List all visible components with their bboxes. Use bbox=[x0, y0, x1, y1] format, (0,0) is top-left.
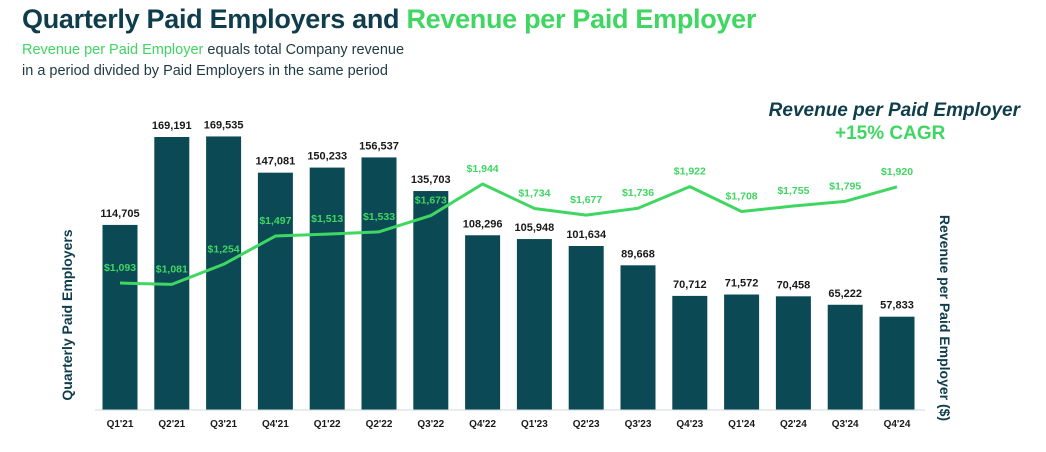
bar-value-label: 101,634 bbox=[566, 229, 607, 241]
y-axis-left-title: Quarterly Paid Employers bbox=[59, 229, 75, 400]
line-value-label: $1,795 bbox=[829, 180, 861, 192]
bar bbox=[413, 191, 449, 410]
bar-value-label: 71,572 bbox=[725, 278, 759, 290]
bar-value-label: 70,712 bbox=[673, 279, 707, 291]
bar-value-label: 169,535 bbox=[204, 119, 244, 131]
bar-value-label: 65,222 bbox=[828, 288, 862, 300]
bar bbox=[257, 172, 293, 410]
bar-value-label: 169,191 bbox=[152, 120, 192, 132]
subtitle-line-1: Revenue per Paid Employer equals total C… bbox=[22, 42, 404, 58]
bar bbox=[620, 265, 656, 410]
bar bbox=[206, 136, 242, 410]
line-value-label: $1,533 bbox=[363, 211, 395, 223]
x-tick-label: Q1'24 bbox=[728, 419, 755, 430]
x-tick-label: Q2'24 bbox=[780, 419, 807, 430]
x-tick-label: Q3'24 bbox=[832, 419, 859, 430]
revenue-line bbox=[119, 182, 898, 286]
line-value-label: $1,708 bbox=[726, 190, 758, 202]
bar bbox=[879, 316, 915, 410]
bar bbox=[465, 235, 501, 410]
line-value-label: $1,755 bbox=[777, 185, 809, 197]
subtitle-highlight: Revenue per Paid Employer bbox=[22, 42, 204, 58]
bar bbox=[827, 304, 863, 410]
cagr-annotation: +15% CAGR bbox=[835, 123, 946, 144]
line-value-label: $1,736 bbox=[622, 187, 654, 199]
x-tick-label: Q2'23 bbox=[573, 419, 600, 430]
bar-value-label: 150,233 bbox=[307, 151, 347, 163]
line-value-label: $1,497 bbox=[259, 215, 291, 227]
line-value-label: $1,677 bbox=[570, 194, 602, 206]
bar-value-label: 57,833 bbox=[880, 300, 914, 312]
bar-value-label: 105,948 bbox=[515, 222, 555, 234]
bar-value-label: 70,458 bbox=[777, 279, 811, 291]
subtitle-rest: equals total Company revenue bbox=[203, 42, 405, 58]
bar bbox=[102, 224, 138, 410]
x-tick-label: Q1'23 bbox=[521, 419, 548, 430]
x-tick-label: Q2'22 bbox=[366, 419, 393, 430]
x-tick-label: Q4'21 bbox=[262, 419, 289, 430]
title-part-2: Revenue per Paid Employer bbox=[406, 4, 757, 34]
bar-value-label: 114,705 bbox=[100, 208, 139, 220]
bar-value-label: 147,081 bbox=[256, 156, 296, 168]
line-value-label: $1,734 bbox=[518, 187, 550, 199]
line-value-label: $1,920 bbox=[881, 166, 913, 178]
subtitle-line-2: in a period divided by Paid Employers in… bbox=[22, 63, 388, 79]
title-part-1: Quarterly Paid Employers and bbox=[22, 4, 407, 34]
x-tick-label: Q1'21 bbox=[107, 419, 134, 430]
line-value-label: $1,944 bbox=[467, 163, 499, 175]
x-tick-label: Q1'22 bbox=[314, 419, 341, 430]
bar-value-label: 135,703 bbox=[411, 174, 451, 186]
x-tick-label: Q2'21 bbox=[158, 419, 185, 430]
bar-value-label: 108,296 bbox=[463, 218, 503, 230]
bar bbox=[516, 239, 552, 410]
bar-value-label: 156,537 bbox=[359, 140, 399, 152]
x-tick-label: Q3'22 bbox=[417, 419, 444, 430]
line-value-label: $1,513 bbox=[311, 213, 343, 225]
bar bbox=[775, 296, 811, 410]
bar bbox=[309, 167, 345, 410]
bar bbox=[361, 157, 397, 410]
x-tick-label: Q4'24 bbox=[884, 419, 911, 430]
bar-value-label: 89,668 bbox=[621, 248, 655, 260]
x-tick-label: Q4'23 bbox=[676, 419, 703, 430]
line-value-label: $1,081 bbox=[156, 263, 188, 275]
x-tick-label: Q3'21 bbox=[210, 419, 237, 430]
line-value-label: $1,673 bbox=[415, 195, 447, 207]
y-axis-right-title: Revenue per Paid Employer ($) bbox=[937, 215, 953, 421]
line-value-label: $1,254 bbox=[208, 243, 240, 255]
chart-title: Quarterly Paid Employers and Revenue per… bbox=[22, 4, 756, 35]
bar bbox=[568, 246, 604, 410]
x-tick-label: Q3'23 bbox=[625, 419, 652, 430]
x-tick-label: Q4'22 bbox=[469, 419, 496, 430]
bar bbox=[724, 294, 760, 410]
bar bbox=[672, 295, 708, 410]
bar bbox=[154, 137, 190, 410]
line-value-label: $1,922 bbox=[674, 166, 706, 178]
annotation-label: Revenue per Paid Employer bbox=[768, 100, 1020, 121]
line-value-label: $1,093 bbox=[104, 262, 136, 274]
